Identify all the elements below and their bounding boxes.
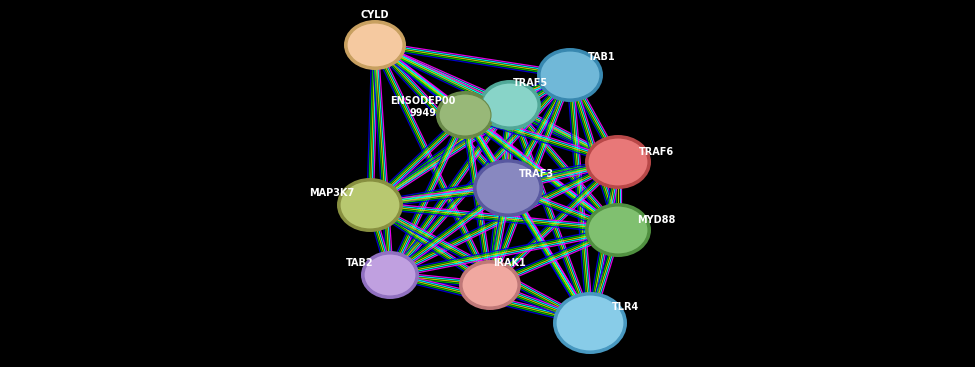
Ellipse shape [537,48,603,102]
Text: TRAF6: TRAF6 [639,147,674,157]
Ellipse shape [462,263,518,307]
Ellipse shape [459,260,521,310]
Ellipse shape [585,203,651,257]
Text: ENSODEP00
9949: ENSODEP00 9949 [390,96,455,118]
Ellipse shape [347,23,403,67]
Ellipse shape [588,206,648,254]
Text: MYD88: MYD88 [637,215,675,225]
Ellipse shape [482,83,538,127]
Ellipse shape [361,251,419,299]
Ellipse shape [585,135,651,189]
Ellipse shape [344,20,406,70]
Ellipse shape [540,51,600,99]
Ellipse shape [553,292,627,354]
Ellipse shape [556,295,624,351]
Ellipse shape [364,254,416,296]
Ellipse shape [436,91,494,139]
Ellipse shape [588,138,648,186]
Ellipse shape [340,181,400,229]
Text: CYLD: CYLD [361,10,389,20]
Text: TLR4: TLR4 [612,302,640,312]
Ellipse shape [337,178,403,232]
Ellipse shape [439,94,491,136]
Text: TRAF5: TRAF5 [513,78,548,88]
Ellipse shape [479,80,541,130]
Text: TRAF3: TRAF3 [519,169,554,179]
Text: IRAK1: IRAK1 [493,258,526,268]
Ellipse shape [473,159,543,217]
Text: MAP3K7: MAP3K7 [309,188,355,198]
Ellipse shape [476,162,540,214]
Text: TAB2: TAB2 [346,258,373,268]
Text: TAB1: TAB1 [588,52,616,62]
